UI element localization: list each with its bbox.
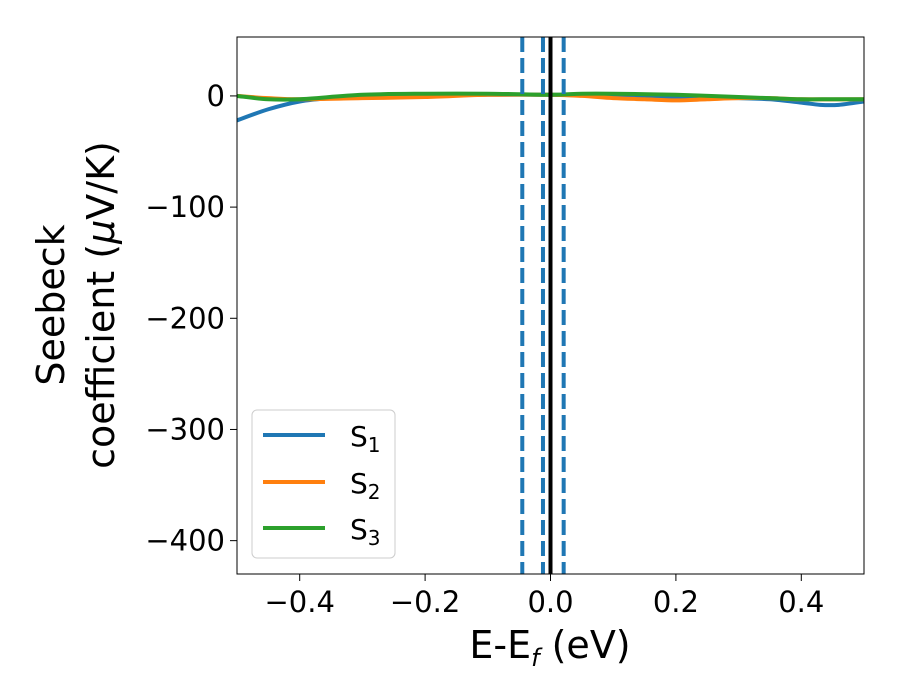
y-tick-label: −300 (145, 412, 225, 446)
legend-label-s1-sub: 1 (368, 433, 381, 457)
y-axis-title-line2: coefficient (μV/K) (79, 141, 123, 469)
y-tick-label: −400 (145, 524, 225, 558)
y-axis-title-line1: Seebeck (29, 224, 73, 385)
x-tick-label: 0.0 (527, 585, 573, 619)
series-line-s3 (237, 91, 864, 102)
reference-lines (520, 37, 566, 574)
legend-label-s3-main: S (350, 513, 368, 546)
x-tick-label: 0.2 (653, 585, 699, 619)
legend-label-s2: S2 (350, 467, 381, 504)
series-layer (237, 91, 864, 123)
legend-label-s3: S3 (350, 513, 381, 550)
x-axis-title-unit: (eV) (540, 623, 631, 667)
y-axis-title-suffix: V/K) (79, 141, 123, 220)
y-axis-title: Seebeck coefficient (μV/K) (29, 141, 123, 469)
legend-label-s2-sub: 2 (368, 480, 381, 504)
x-tick-label: −0.4 (264, 585, 334, 619)
x-axis-ticks: −0.4 −0.2 0.0 0.2 0.4 (264, 574, 824, 619)
y-axis-title-prefix: coefficient ( (79, 244, 123, 469)
x-axis-title: E-Ef (eV) (469, 623, 630, 672)
y-tick-label: −100 (145, 190, 225, 224)
legend: S1 S2 S3 (251, 409, 396, 559)
y-tick-label: −200 (145, 301, 225, 335)
legend-label-s2-main: S (350, 467, 368, 500)
legend-label-s1: S1 (350, 420, 381, 457)
y-tick-label: 0 (207, 79, 225, 113)
legend-label-s3-sub: 3 (368, 526, 381, 550)
x-tick-label: 0.4 (778, 585, 824, 619)
x-tick-label: −0.2 (390, 585, 460, 619)
y-axis-title-mu: μ (79, 220, 123, 245)
y-axis-ticks: 0 −100 −200 −300 −400 (145, 79, 237, 558)
x-axis-title-main: E-E (469, 623, 531, 667)
legend-label-s1-main: S (350, 420, 368, 453)
